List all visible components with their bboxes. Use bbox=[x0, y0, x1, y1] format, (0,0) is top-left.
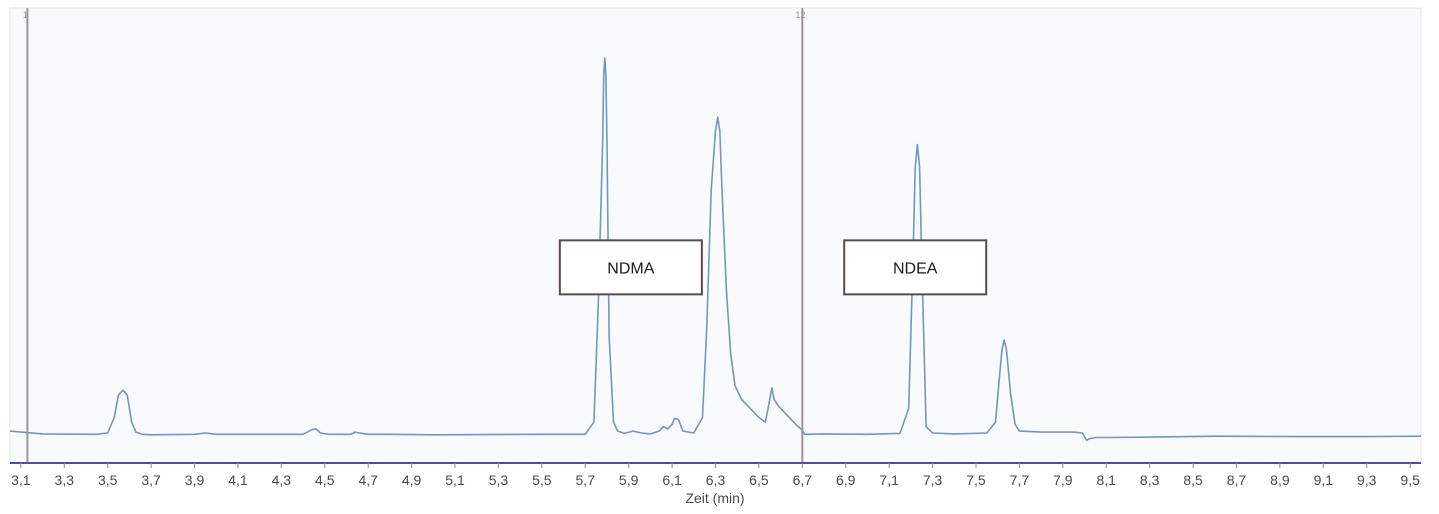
x-tick-label: 6,7 bbox=[793, 472, 813, 488]
annotation-layer: NDMA NDEA bbox=[558, 239, 988, 296]
marker-layer: 1 12 bbox=[23, 8, 805, 463]
x-tick-label: 4,7 bbox=[358, 472, 378, 488]
x-tick-label: 9,1 bbox=[1314, 472, 1334, 488]
x-tick-label: 8,9 bbox=[1270, 472, 1290, 488]
x-tick-label: 7,5 bbox=[966, 472, 986, 488]
x-tick-label: 5,9 bbox=[619, 472, 639, 488]
annotation-box bbox=[558, 239, 703, 296]
x-tick-label: 9,3 bbox=[1357, 472, 1377, 488]
x-tick-label: 4,1 bbox=[228, 472, 248, 488]
x-tick-label: 5,5 bbox=[532, 472, 552, 488]
x-tick-label: 4,5 bbox=[315, 472, 335, 488]
x-axis-ticks: 3,1 3,3 3,5 3,7 3,9 4,1 4,3 4,5 4,7 4,9 5,1 5,3 5,5 5… bbox=[11, 463, 1420, 488]
annotation-box bbox=[843, 239, 988, 296]
x-tick-label: 3,9 bbox=[185, 472, 205, 488]
x-tick-label: 7,1 bbox=[879, 472, 899, 488]
x-tick-label: 6,9 bbox=[836, 472, 856, 488]
annotation-label: NDMA bbox=[607, 260, 654, 277]
x-tick-label: 5,1 bbox=[445, 472, 465, 488]
x-tick-label: 5,7 bbox=[576, 472, 596, 488]
x-tick-label: 3,5 bbox=[98, 472, 118, 488]
x-tick-label: 3,1 bbox=[11, 472, 31, 488]
x-tick-label: 4,9 bbox=[402, 472, 422, 488]
x-tick-label: 6,3 bbox=[706, 472, 726, 488]
vertical-marker-label: 1 bbox=[23, 10, 28, 20]
annotation-label: NDEA bbox=[893, 260, 938, 277]
x-tick-label: 4,3 bbox=[272, 472, 292, 488]
x-tick-label: 8,5 bbox=[1183, 472, 1203, 488]
x-tick-label: 5,3 bbox=[489, 472, 509, 488]
x-axis-title: Zeit (min) bbox=[685, 490, 744, 506]
x-tick-label: 3,3 bbox=[55, 472, 75, 488]
x-tick-label: 9,5 bbox=[1400, 472, 1420, 488]
chromatogram-trace bbox=[9, 57, 1422, 442]
x-tick-label: 6,1 bbox=[662, 472, 682, 488]
x-tick-label: 6,5 bbox=[749, 472, 769, 488]
x-tick-label: 8,1 bbox=[1097, 472, 1117, 488]
x-tick-label: 7,3 bbox=[923, 472, 943, 488]
x-tick-label: 7,9 bbox=[1053, 472, 1073, 488]
x-tick-label: 8,7 bbox=[1227, 472, 1247, 488]
x-tick-label: 8,3 bbox=[1140, 472, 1160, 488]
x-tick-label: 7,7 bbox=[1010, 472, 1030, 488]
vertical-marker-label: 12 bbox=[795, 10, 805, 20]
plot-background bbox=[9, 7, 1422, 464]
x-tick-label: 3,7 bbox=[141, 472, 161, 488]
